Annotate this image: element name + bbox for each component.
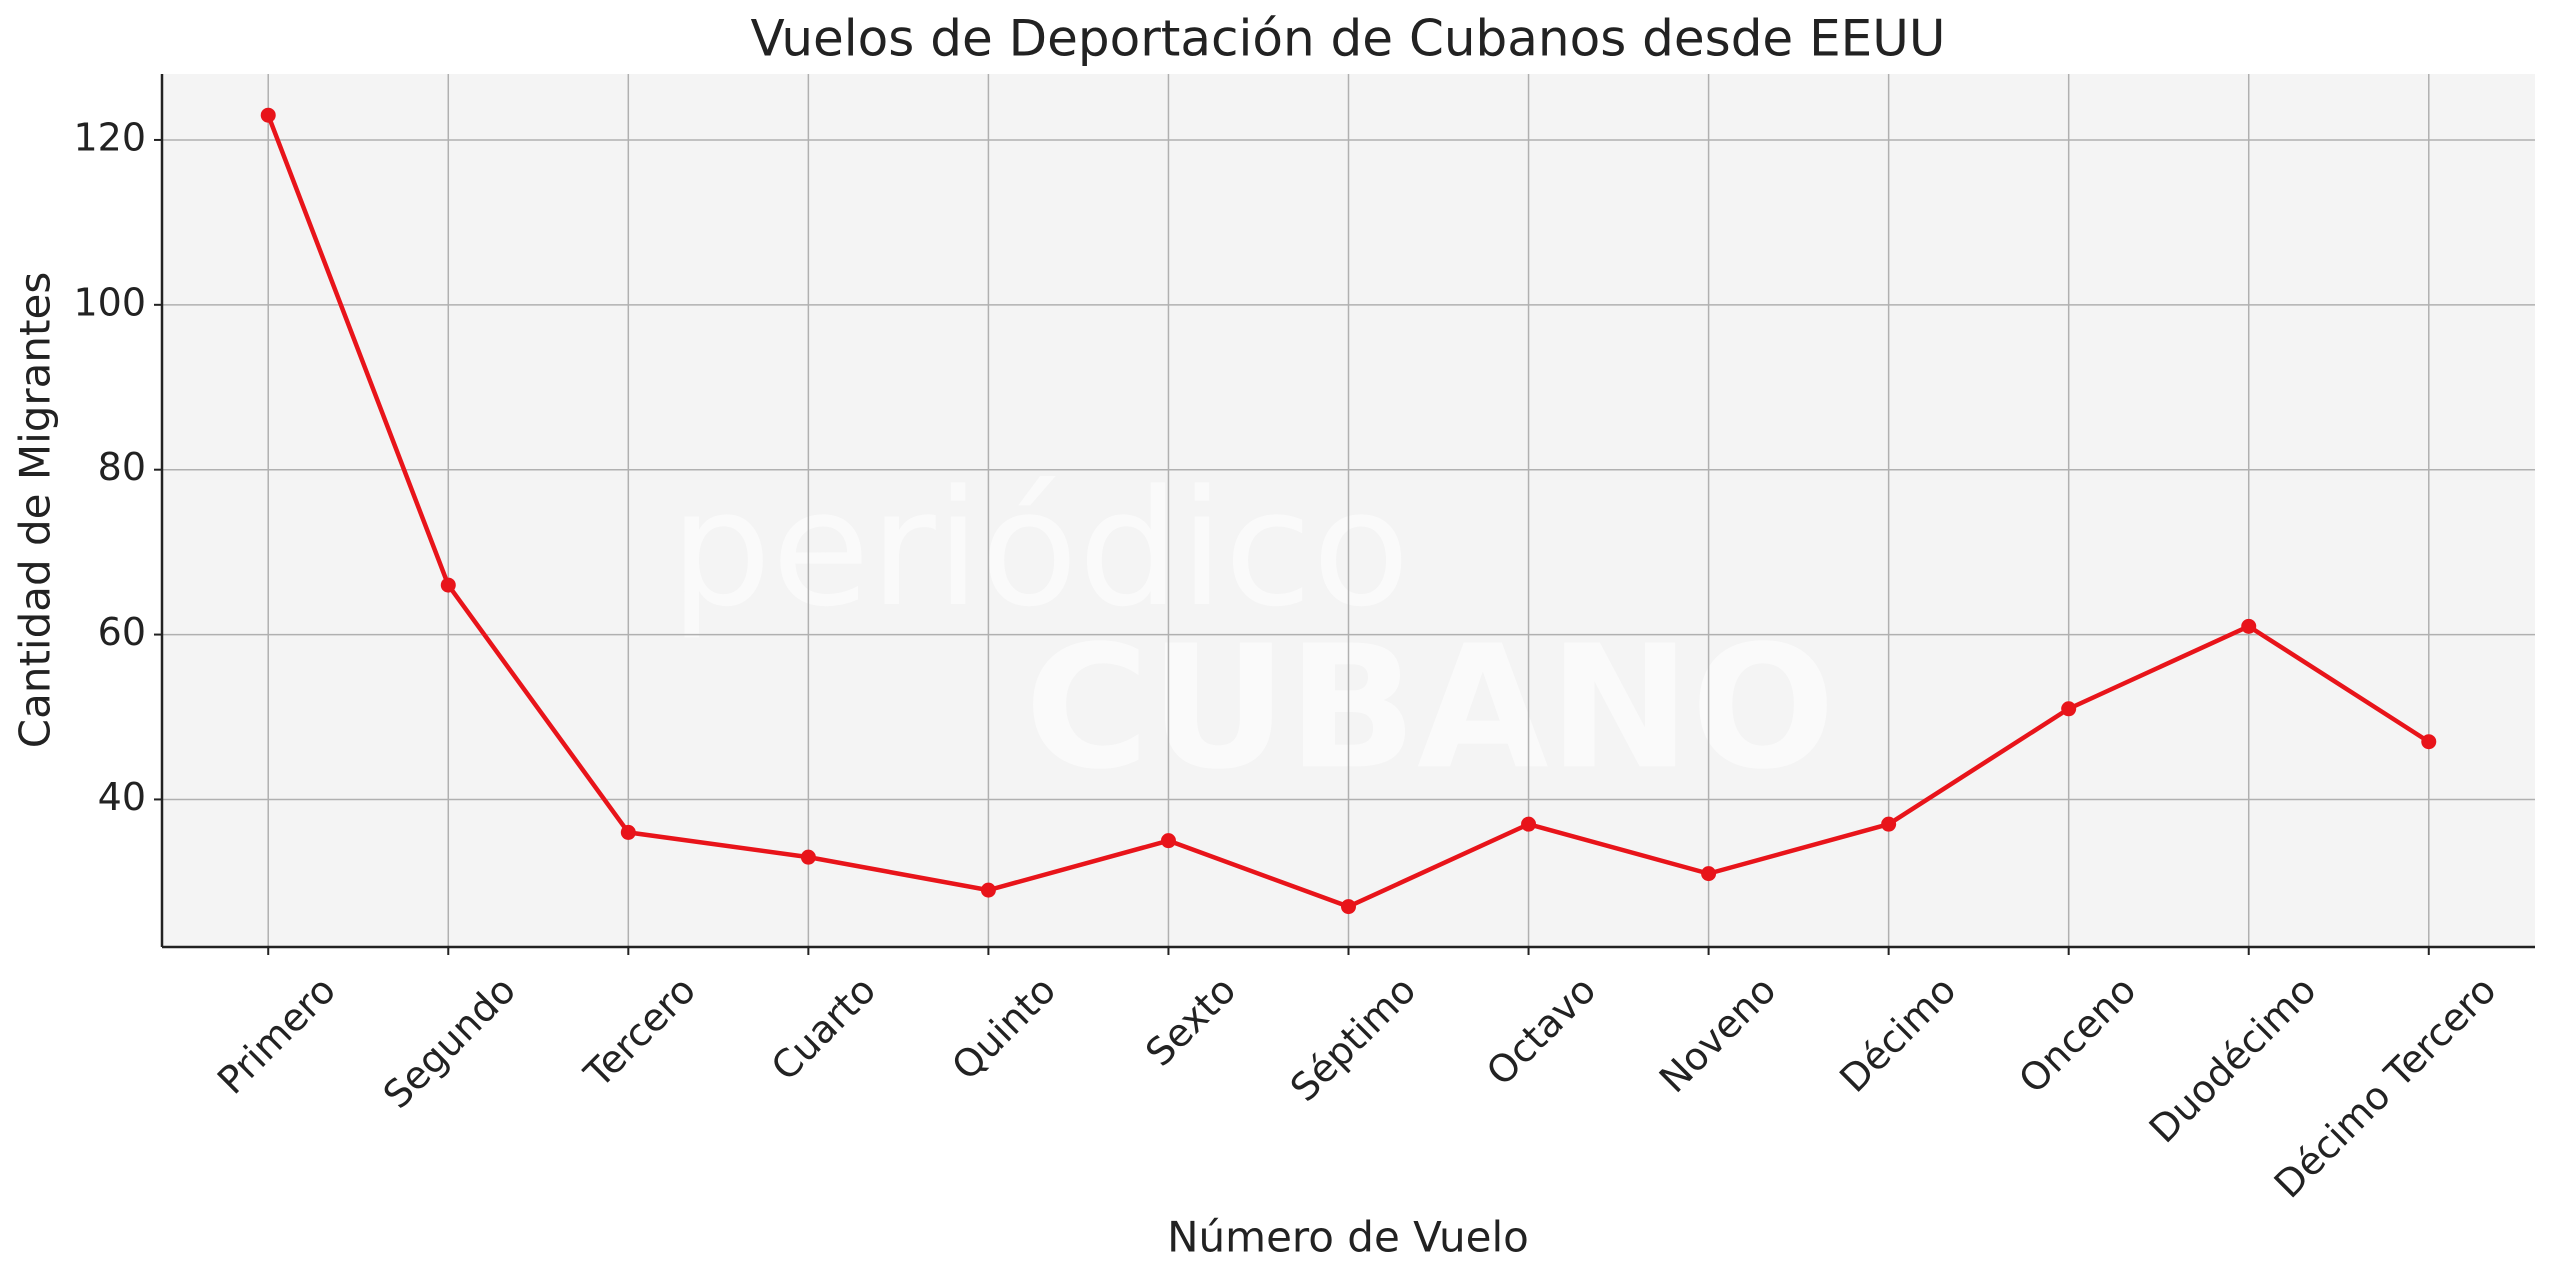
y-tick-label: 60 xyxy=(98,610,146,654)
data-point xyxy=(260,107,276,123)
x-tick-label: Segundo xyxy=(375,968,524,1117)
x-tick-label: Cuarto xyxy=(763,968,884,1089)
data-point xyxy=(1521,816,1537,832)
data-point xyxy=(1701,866,1717,882)
y-tick-label: 40 xyxy=(98,775,146,819)
x-tick-label: Noveno xyxy=(1651,968,1785,1102)
data-point xyxy=(1341,899,1356,915)
x-tick-label: Onceno xyxy=(2010,968,2144,1102)
x-tick-label: Duodécimo xyxy=(2141,968,2325,1152)
data-point xyxy=(2061,701,2077,717)
data-point xyxy=(800,849,816,865)
y-tick-label: 80 xyxy=(98,445,146,489)
data-point xyxy=(440,577,456,593)
data-point xyxy=(980,882,996,898)
x-tick-label: Tercero xyxy=(575,968,704,1097)
data-point xyxy=(2421,734,2437,750)
y-tick-label: 100 xyxy=(73,280,146,324)
x-tick-label: Octavo xyxy=(1478,968,1604,1094)
data-point xyxy=(620,824,636,840)
x-tick-label: Quinto xyxy=(943,968,1064,1089)
watermark: CUBANO xyxy=(1025,609,1836,807)
chart-title: Vuelos de Deportación de Cubanos desde E… xyxy=(751,10,1946,68)
x-tick-label: Décimo xyxy=(1831,968,1964,1101)
y-axis-label: Cantidad de Migrantes xyxy=(11,272,60,748)
x-tick-label: Primero xyxy=(209,968,344,1103)
watermark: periódico xyxy=(670,455,1410,642)
y-tick-label: 120 xyxy=(73,115,146,159)
x-tick-label: Sexto xyxy=(1137,968,1244,1075)
data-point xyxy=(2241,618,2257,634)
x-axis-label: Número de Vuelo xyxy=(1167,1213,1529,1262)
data-point xyxy=(1881,816,1897,832)
data-point xyxy=(1160,833,1176,849)
x-tick-label: Séptimo xyxy=(1282,968,1424,1110)
